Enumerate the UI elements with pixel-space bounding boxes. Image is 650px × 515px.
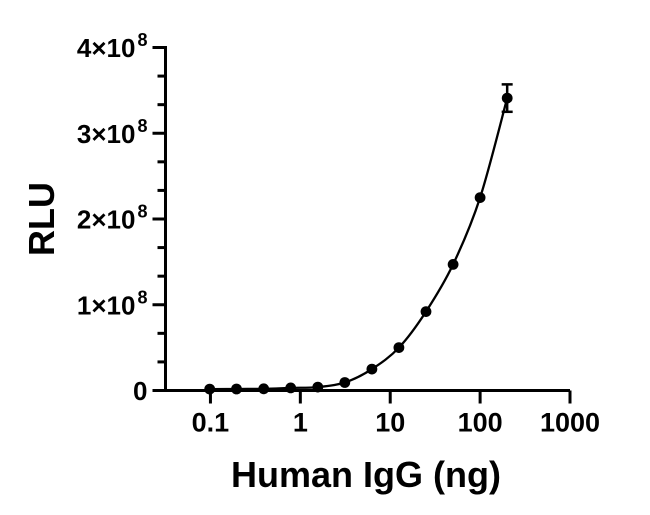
y-axis-title: RLU xyxy=(21,182,62,256)
data-point xyxy=(312,381,324,393)
data-point xyxy=(393,342,405,353)
y-tick-label: 1×10 8 xyxy=(77,287,148,320)
x-tick-label: 10 xyxy=(375,408,405,438)
fit-curve xyxy=(209,97,509,391)
y-tick-label: 4×10 8 xyxy=(77,30,148,63)
data-point xyxy=(447,259,459,270)
data-point xyxy=(339,377,351,388)
data-point xyxy=(258,383,270,395)
x-tick-label: 1 xyxy=(293,408,308,438)
data-point xyxy=(231,383,242,395)
y-tick-label: 0 xyxy=(133,376,147,406)
x-tick-label: 100 xyxy=(458,408,503,438)
x-axis-title: Human IgG (ng) xyxy=(231,454,501,495)
y-tick-label: 2×10 8 xyxy=(77,202,148,235)
data-point xyxy=(204,383,216,395)
data-point xyxy=(501,92,513,104)
data-point xyxy=(420,306,432,317)
data-point xyxy=(366,363,378,375)
data-point xyxy=(285,382,297,394)
y-tick-label: 3×10 8 xyxy=(77,116,148,149)
data-point xyxy=(474,192,486,204)
x-tick-label: 0.1 xyxy=(192,408,230,438)
x-tick-label: 1000 xyxy=(540,408,600,438)
